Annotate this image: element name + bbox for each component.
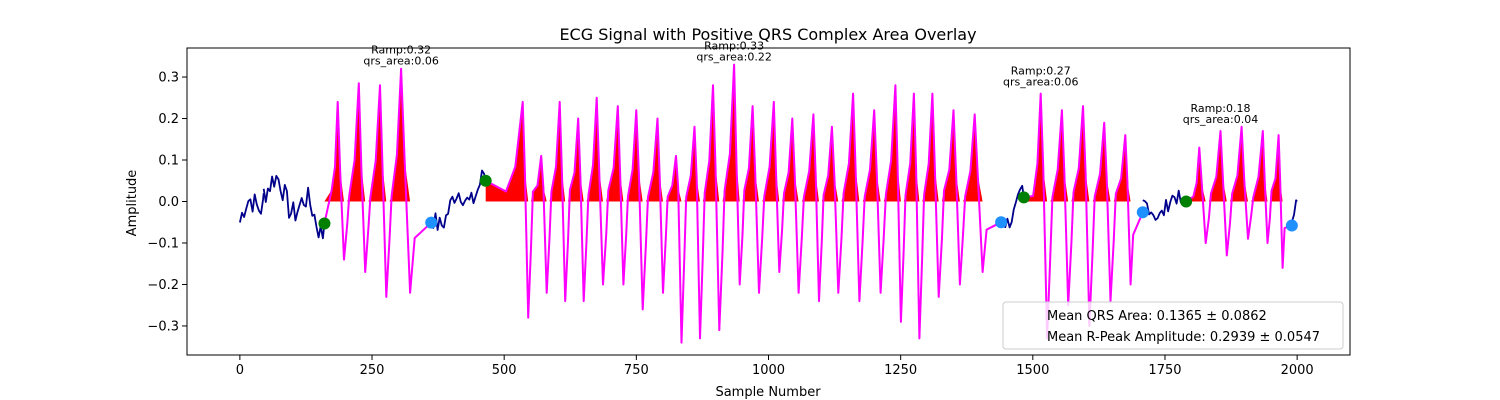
x-tick-label-1000: 1000 [752,363,785,378]
onset-marker-3 [1017,191,1030,204]
annotation-3-line-2: qrs_area:0.06 [1003,75,1078,88]
baseline-signal-line-4 [1000,184,1025,229]
y-tick-label-0: −0.3 [147,319,179,334]
qrs-segment-line-4 [1185,125,1293,269]
y-tick-label-3: 0.0 [158,195,179,210]
y-tick-label-2: −0.1 [147,236,179,251]
y-tick-label-6: 0.3 [158,71,179,86]
x-tick-label-1250: 1250 [884,363,917,378]
x-tick-label-2000: 2000 [1281,363,1314,378]
offset-marker-3 [1136,206,1149,219]
baseline-signal-line-6 [1290,199,1298,223]
y-tick-label-5: 0.2 [158,112,179,127]
onset-marker-1 [318,217,331,230]
qrs-segment-line-1 [323,67,432,298]
baseline-signal-line-1 [239,193,265,223]
x-tick-label-1500: 1500 [1016,363,1049,378]
onset-marker-4 [1180,195,1193,208]
annotation-3-line-1: Ramp:0.27 [1011,64,1071,77]
x-tick-label-500: 500 [492,363,517,378]
legend-entry-qrs-area: Mean QRS Area: 0.1365 ± 0.0862 [1047,309,1267,324]
annotation-1-line-2: qrs_area:0.06 [363,55,438,68]
x-tick-label-750: 750 [624,363,649,378]
x-tick-label-250: 250 [360,363,385,378]
legend-entry-r-peak-amplitude: Mean R-Peak Amplitude: 0.2939 ± 0.0547 [1047,330,1320,345]
annotation-4-line-1: Ramp:0.18 [1190,102,1250,115]
onset-marker-2 [479,174,492,187]
axis-layer: 0 250 500 750 1000 1250 1500 1750 2000 −0.3 −0.2 −0… [147,71,1313,378]
offset-marker-4 [1285,219,1298,232]
x-axis-label: Sample Number [715,385,821,400]
chart-title: ECG Signal with Positive QRS Complex Are… [559,25,976,44]
annotation-2-line-2: qrs_area:0.22 [696,51,771,64]
y-axis-label: Amplitude [125,170,140,237]
qrs-area-fill-3 [1023,93,1143,202]
plot-layer [239,63,1298,344]
offset-marker-2 [995,216,1008,229]
x-tick-label-0: 0 [236,363,244,378]
x-tick-label-1750: 1750 [1148,363,1181,378]
offset-marker-1 [425,216,438,229]
y-tick-label-4: 0.1 [158,154,179,169]
baseline-signal-line-3 [430,169,487,231]
annotation-1-line-1: Ramp:0.32 [371,44,431,57]
y-tick-label-1: −0.2 [147,278,179,293]
annotation-2-line-1: Ramp:0.33 [704,40,764,53]
legend: Mean QRS Area: 0.1365 ± 0.0862 Mean R-Pe… [1002,301,1344,350]
baseline-signal-line-5 [1142,189,1187,221]
qrs-segment-line-2 [485,63,1002,344]
annotation-layer: Ramp:0.32qrs_area:0.06Ramp:0.33qrs_area:… [363,40,1258,126]
baseline-signal-line-2 [262,175,326,240]
annotation-4-line-2: qrs_area:0.04 [1183,113,1258,126]
legend-box [1002,301,1344,350]
